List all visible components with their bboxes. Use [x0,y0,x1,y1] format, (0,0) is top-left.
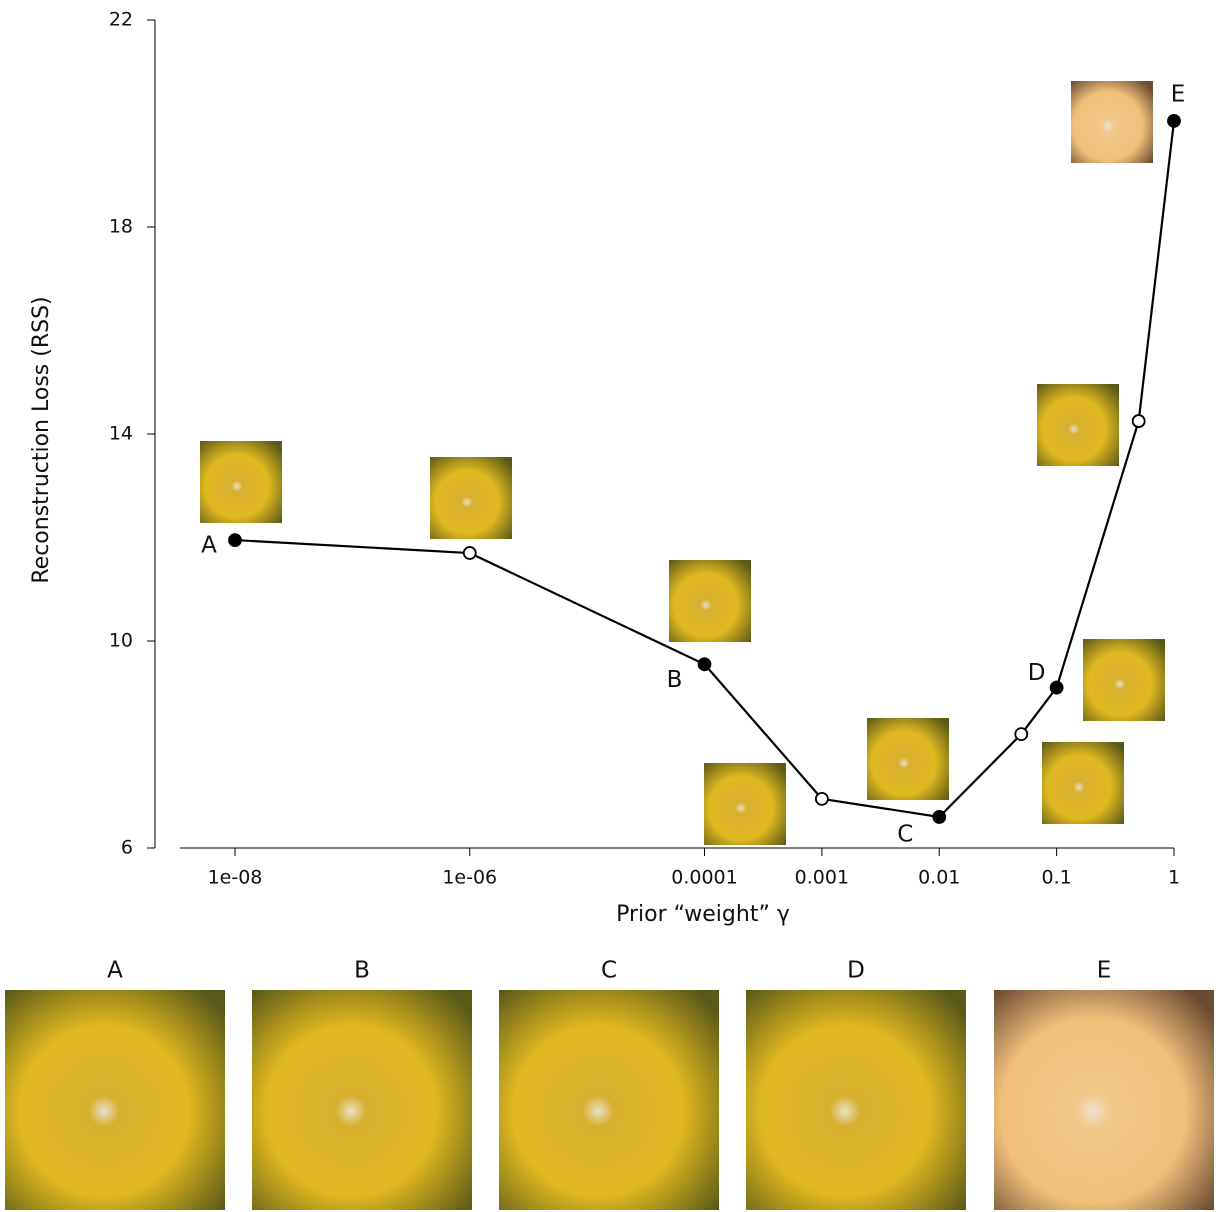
thumbnail [1042,742,1124,824]
point [1168,115,1180,127]
thumbnail [704,763,786,845]
y-tick-label: 22 [109,9,133,31]
point [464,547,476,559]
panel-label: B [354,958,370,984]
panel-label: E [1097,958,1112,984]
thumbnail [1071,81,1153,163]
x-tick-label: 1e-06 [442,867,497,889]
point-label: B [667,667,683,693]
x-tick-label: 0.1 [1042,867,1072,889]
panel-label: D [847,958,865,984]
point [698,658,710,670]
x-tick-label: 0.0001 [671,867,737,889]
thumbnail [669,560,751,642]
chart: Prior “weight” γ Reconstruction Loss (RS… [0,0,1221,1212]
y-tick-label: 14 [109,423,133,445]
point [1133,415,1145,427]
point-label: E [1171,81,1186,107]
panel-label: C [601,958,617,984]
point-label: C [897,821,913,847]
y-tick-label: 6 [121,837,133,859]
panel-image [994,990,1214,1210]
thumbnail [200,441,282,523]
x-tick-label: 1 [1168,867,1180,889]
point [229,534,241,546]
point [816,793,828,805]
point [933,811,945,823]
y-axis-label: Reconstruction Loss (RSS) [29,296,54,583]
x-tick-label: 0.001 [795,867,849,889]
line [235,121,1174,817]
x-axis-label: Prior “weight” γ [616,902,790,927]
panel-image [5,990,225,1210]
panel-image [499,990,719,1210]
thumbnail [1083,639,1165,721]
panel-image [746,990,966,1210]
y-tick-label: 18 [109,216,133,238]
thumbnail [430,457,512,539]
x-tick-label: 0.01 [918,867,960,889]
thumbnail [867,718,949,800]
point [1051,682,1063,694]
thumbnail [1037,384,1119,466]
x-tick-label: 1e-08 [208,867,263,889]
point-label: A [201,533,217,559]
point [1015,728,1027,740]
y-tick-label: 10 [109,630,133,652]
panel-image [252,990,472,1210]
point-label: D [1028,660,1046,686]
panels [5,990,1214,1210]
panel-label: A [107,958,123,984]
